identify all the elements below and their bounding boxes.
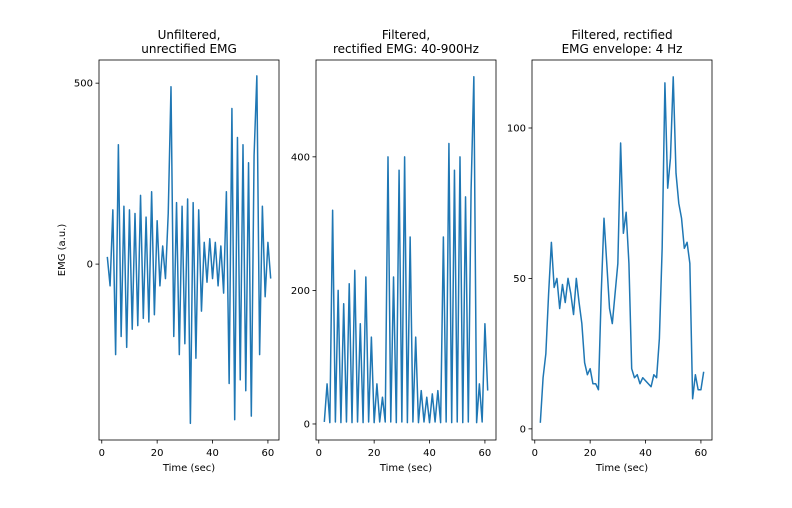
y-tick-label: 0: [304, 419, 310, 430]
chart-title: rectified EMG: 40-900Hz: [333, 42, 479, 56]
chart-title: Filtered, rectified: [571, 28, 672, 42]
y-tick-label: 400: [291, 152, 310, 163]
y-tick-label: 0: [87, 260, 93, 271]
x-tick-label: 20: [368, 448, 381, 459]
data-line: [539, 76, 705, 423]
y-tick-label: 50: [513, 274, 526, 285]
y-axis-label: EMG (a.u.): [57, 224, 68, 277]
data-line: [106, 75, 272, 425]
x-tick-label: 0: [99, 448, 105, 459]
x-tick-label: 60: [479, 448, 492, 459]
axes-frame: [531, 59, 713, 441]
chart-title: Filtered,: [382, 28, 430, 42]
x-axis-label: Time (sec): [162, 463, 215, 474]
chart-title: unrectified EMG: [141, 42, 237, 56]
x-axis-label: Time (sec): [379, 463, 432, 474]
x-tick-label: 20: [584, 448, 597, 459]
x-tick-label: 0: [316, 448, 322, 459]
x-tick-label: 60: [262, 448, 275, 459]
x-tick-label: 60: [695, 448, 708, 459]
x-tick-label: 40: [639, 448, 652, 459]
y-tick-label: 500: [74, 79, 93, 90]
axes-frame: [98, 59, 280, 441]
x-tick-label: 40: [206, 448, 219, 459]
x-axis-label: Time (sec): [595, 463, 648, 474]
y-tick-label: 0: [520, 424, 526, 435]
chart-title: Unfiltered,: [158, 28, 221, 42]
axes-frame: [315, 59, 497, 441]
x-tick-label: 40: [423, 448, 436, 459]
y-tick-label: 200: [291, 286, 310, 297]
data-line: [323, 75, 489, 424]
x-tick-label: 20: [151, 448, 164, 459]
x-tick-label: 0: [532, 448, 538, 459]
y-tick-label: 100: [507, 123, 526, 134]
chart-title: EMG envelope: 4 Hz: [562, 42, 683, 56]
